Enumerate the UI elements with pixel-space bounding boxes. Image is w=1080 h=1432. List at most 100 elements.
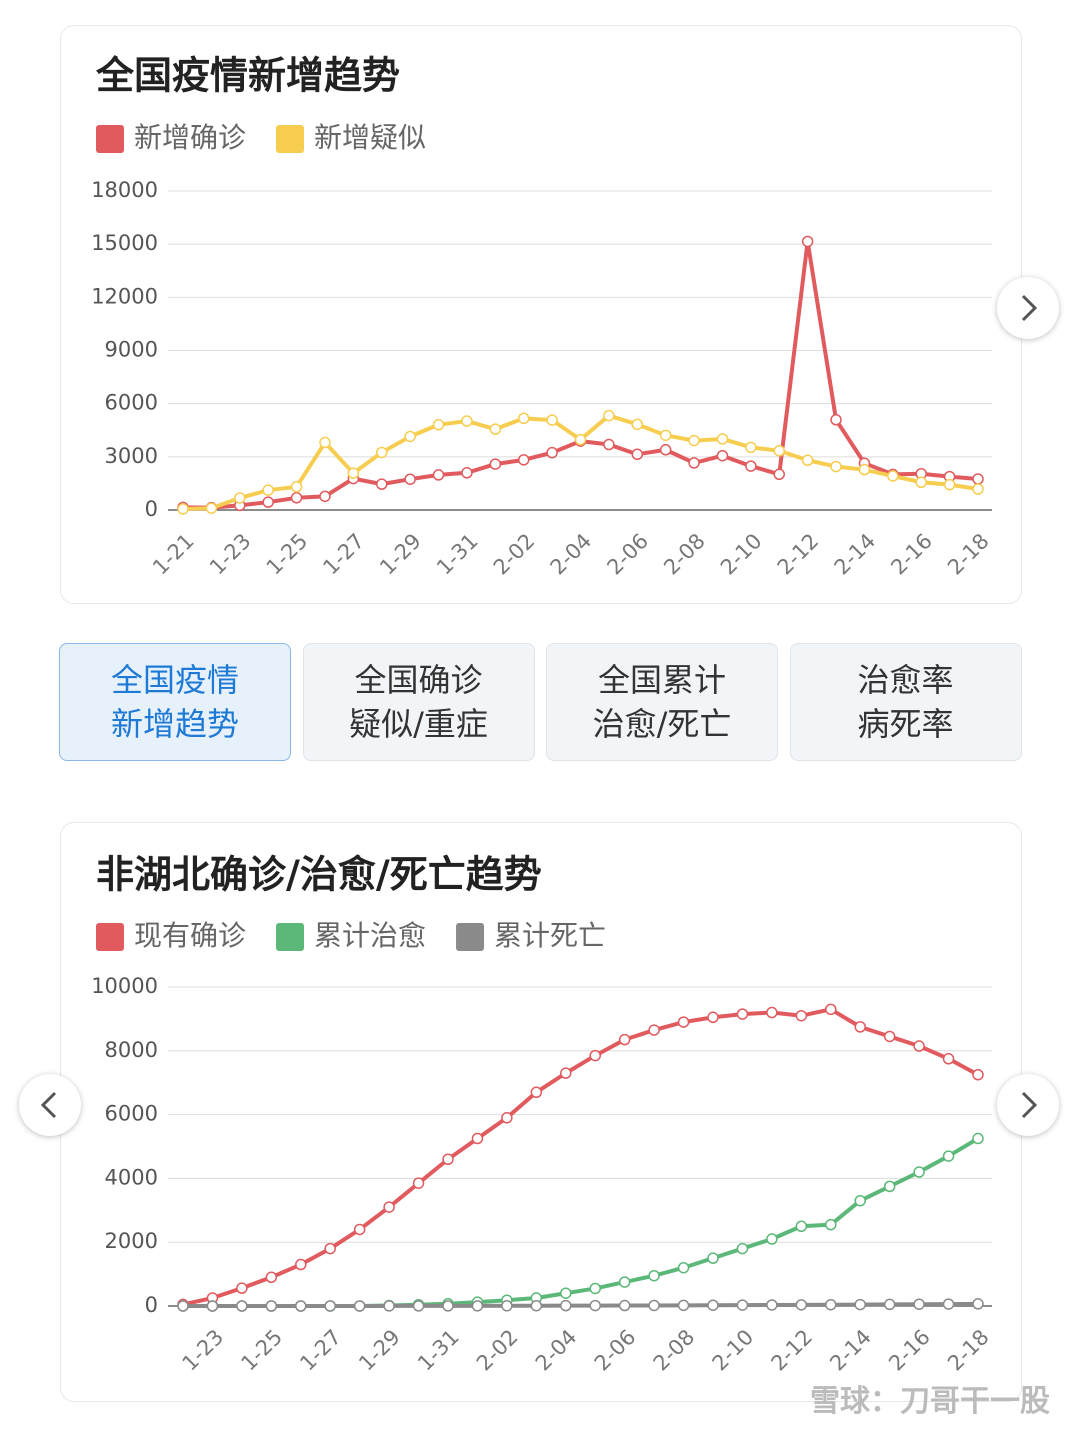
tab-label: 全国累计 xyxy=(597,661,726,699)
data-point xyxy=(530,1086,543,1099)
data-point xyxy=(913,1040,925,1052)
data-point xyxy=(324,1242,336,1255)
data-point xyxy=(262,484,274,496)
data-point xyxy=(376,446,388,459)
data-point xyxy=(574,433,587,446)
data-point xyxy=(766,1006,778,1019)
data-point xyxy=(648,1269,660,1282)
tab[interactable]: 全国确诊 疑似/重症 xyxy=(302,643,535,761)
y-tick-label: 10000 xyxy=(91,974,158,998)
series-line xyxy=(182,1007,979,1307)
data-point xyxy=(442,1300,454,1312)
tab-label: 全国疫情 xyxy=(110,661,239,699)
tab[interactable]: 全国累计治愈/死亡 xyxy=(546,643,778,761)
data-point xyxy=(290,481,303,493)
data-point xyxy=(560,1067,572,1079)
legend-label: 现有确诊 xyxy=(134,919,246,952)
x-tick-label: 2-06 xyxy=(590,1325,641,1376)
x-tick-label: 2-12 xyxy=(766,1325,817,1376)
data-point xyxy=(489,423,502,435)
data-point xyxy=(589,1299,601,1312)
y-tick-label: 9000 xyxy=(105,338,158,362)
data-point xyxy=(795,1220,808,1232)
data-point xyxy=(177,503,189,515)
data-point xyxy=(442,1153,454,1166)
tab[interactable]: 治愈率 病死率 xyxy=(789,643,1022,761)
data-point xyxy=(618,1276,631,1288)
data-point xyxy=(942,1150,955,1162)
legend-swatch xyxy=(96,125,124,153)
data-point xyxy=(412,1300,425,1312)
x-tick-label: 1-23 xyxy=(205,529,256,580)
data-point xyxy=(560,1299,572,1312)
data-point xyxy=(915,476,927,489)
data-point xyxy=(206,1300,219,1312)
prev-button[interactable] xyxy=(19,1074,81,1136)
y-tick-label: 4000 xyxy=(105,1165,158,1189)
data-point xyxy=(883,1298,896,1311)
data-point xyxy=(913,1298,925,1310)
data-point xyxy=(432,418,445,431)
data-point xyxy=(883,1030,896,1043)
data-point xyxy=(517,412,530,425)
data-point xyxy=(716,433,729,445)
data-point xyxy=(943,478,956,491)
x-tick-label: 1-29 xyxy=(375,529,426,580)
y-tick-label: 3000 xyxy=(105,444,158,468)
tab-label: 治愈率 xyxy=(857,661,954,699)
data-point xyxy=(603,438,615,451)
data-point xyxy=(883,1180,896,1193)
data-point xyxy=(236,1282,248,1294)
tab[interactable]: 全国疫情 新增趋势 xyxy=(59,643,291,761)
x-tick-label: 2-10 xyxy=(716,529,767,580)
y-tick-label: 2000 xyxy=(105,1229,158,1253)
data-point xyxy=(589,1282,601,1295)
data-point xyxy=(707,1252,719,1264)
data-point xyxy=(560,1287,572,1299)
data-point xyxy=(677,1016,690,1028)
data-point xyxy=(972,473,984,485)
data-point xyxy=(677,1261,690,1274)
data-point xyxy=(942,1053,955,1065)
legend-label: 新增疑似 xyxy=(314,121,426,154)
x-tick-label: 1-27 xyxy=(318,529,369,580)
data-point xyxy=(404,430,416,443)
x-tick-label: 1-23 xyxy=(178,1325,229,1376)
next-button[interactable] xyxy=(997,277,1059,339)
data-point xyxy=(501,1112,513,1124)
x-tick-label: 2-14 xyxy=(825,1325,876,1376)
data-point xyxy=(324,1300,336,1312)
data-point xyxy=(707,1011,719,1024)
legend-swatch xyxy=(276,125,305,153)
data-point xyxy=(295,1300,307,1312)
x-tick-label: 2-08 xyxy=(659,529,710,580)
legend-swatch xyxy=(456,923,485,951)
y-tick-label: 0 xyxy=(145,497,158,521)
data-point xyxy=(353,1223,366,1236)
data-point xyxy=(825,1298,837,1311)
data-point xyxy=(830,414,842,426)
data-point xyxy=(887,470,899,482)
data-point xyxy=(412,1177,425,1189)
data-point xyxy=(648,1024,660,1036)
data-point xyxy=(319,436,331,449)
x-tick-label: 2-18 xyxy=(943,529,994,580)
data-point xyxy=(830,460,842,473)
x-tick-label: 1-25 xyxy=(262,529,313,580)
data-point xyxy=(347,467,360,479)
x-tick-label: 2-02 xyxy=(472,1325,523,1376)
data-point xyxy=(801,235,814,248)
data-point xyxy=(854,1298,866,1311)
watermark: 雪球：刀哥干一股 xyxy=(810,1384,1050,1419)
tab-label: 治愈/死亡 xyxy=(592,705,732,743)
legend-label: 新增确诊 xyxy=(134,121,246,154)
next-button[interactable] xyxy=(997,1074,1059,1136)
x-tick-label: 1-29 xyxy=(354,1325,405,1376)
data-point xyxy=(795,1009,808,1022)
tab-label: 全国确诊 xyxy=(354,661,483,699)
data-point xyxy=(801,454,814,467)
data-point xyxy=(736,1242,749,1255)
data-point xyxy=(972,1068,984,1081)
data-point xyxy=(773,468,785,481)
